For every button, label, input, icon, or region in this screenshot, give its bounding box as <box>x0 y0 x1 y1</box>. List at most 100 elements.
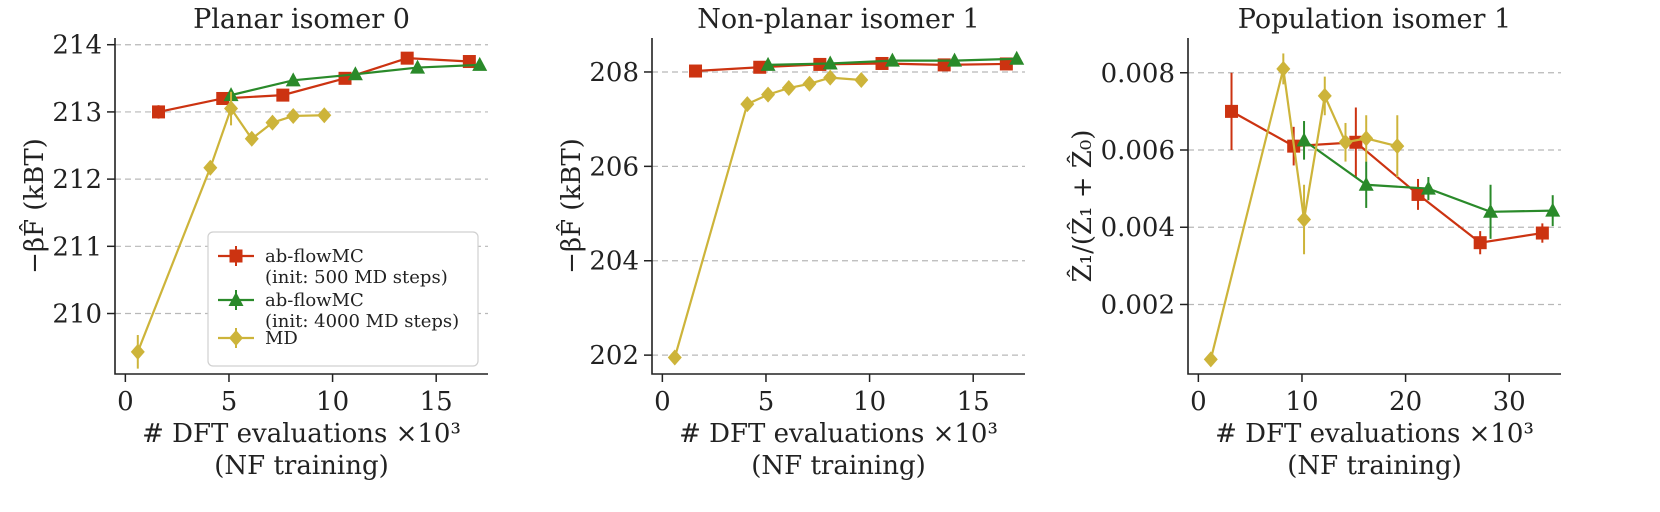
data-point <box>152 105 166 119</box>
data-point <box>1390 138 1405 155</box>
y-tick-label: 204 <box>589 247 639 277</box>
x-tick-label: 20 <box>1389 387 1422 417</box>
legend-label: ab-flowMC <box>265 246 364 267</box>
x-axis-label: # DFT evaluations ×10³ <box>142 419 461 449</box>
series-line <box>1230 110 1543 244</box>
y-tick-label: 0.006 <box>1101 136 1175 166</box>
axes-spine <box>114 38 488 375</box>
y-tick-label: 214 <box>52 31 102 61</box>
data-point <box>781 80 796 97</box>
data-point <box>740 96 755 113</box>
legend-entry-ab-flowmc-4000: ab-flowMC (init: 4000 MD steps) <box>218 290 459 332</box>
data-point <box>947 52 963 67</box>
legend-entry-ab-flowmc-500: ab-flowMC (init: 500 MD steps) <box>218 246 448 288</box>
data-point <box>1338 134 1353 151</box>
axes-spine <box>1187 38 1561 375</box>
y-tick-label: 210 <box>52 300 102 330</box>
data-point <box>265 114 280 131</box>
data-point <box>347 66 363 81</box>
x-tick-label: 0 <box>1190 387 1207 417</box>
x-axis-label: # DFT evaluations ×10³ <box>1215 419 1534 449</box>
data-point <box>1535 226 1549 240</box>
series-line <box>158 57 470 113</box>
y-tick-label: 0.008 <box>1101 59 1175 89</box>
y-tick-label: 206 <box>589 152 639 182</box>
data-point <box>244 130 259 147</box>
y-tick-label: 212 <box>52 165 102 195</box>
axes-spine <box>651 38 1025 375</box>
data-point <box>875 56 889 70</box>
x-tick-label: 5 <box>758 387 775 417</box>
y-axis-label: −βF̂ (kBT) <box>556 138 587 274</box>
y-axis-label: −βF̂ (kBT) <box>19 138 50 274</box>
data-point <box>203 159 218 176</box>
y-axis-label: Ẑ₁/(Ẑ₁ + Ẑ₀) <box>1066 130 1098 283</box>
data-point <box>472 56 488 71</box>
data-point <box>1545 202 1561 217</box>
data-point <box>667 349 682 366</box>
y-tick-label: 211 <box>52 232 102 262</box>
data-point <box>999 57 1013 71</box>
y-tick-label: 213 <box>52 98 102 128</box>
legend-sublabel: (init: 500 MD steps) <box>265 267 448 288</box>
data-point <box>1483 203 1499 218</box>
data-point <box>400 51 414 65</box>
legend: ab-flowMC (init: 500 MD steps) ab-flowMC… <box>207 231 479 367</box>
legend-swatch-marker <box>229 249 243 263</box>
x-tick-label: 30 <box>1493 387 1526 417</box>
x-axis-sublabel: (NF training) <box>214 451 388 481</box>
y-tick-label: 208 <box>589 58 639 88</box>
data-point <box>1359 130 1374 147</box>
panel-planar-isomer-0: Planar isomer 0 −βF̂ (kBT) # DFT evaluat… <box>19 4 488 481</box>
x-tick-label: 5 <box>221 387 238 417</box>
legend-swatch-marker <box>229 330 243 346</box>
panel-title: Planar isomer 0 <box>193 4 410 35</box>
series-line <box>673 76 862 358</box>
data-point <box>760 56 776 71</box>
legend-label: MD <box>265 328 298 349</box>
x-tick-label: 0 <box>654 387 671 417</box>
data-point <box>1473 236 1487 250</box>
data-point <box>802 75 817 92</box>
y-tick-label: 0.002 <box>1101 290 1175 320</box>
x-axis-sublabel: (NF training) <box>751 451 925 481</box>
data-point <box>1411 187 1425 201</box>
data-point <box>1296 132 1312 147</box>
plot-area: 202 204 206 208 0 5 10 15 <box>589 38 1025 417</box>
x-tick-label: 10 <box>853 387 886 417</box>
data-point <box>410 59 426 74</box>
x-tick-label: 10 <box>316 387 349 417</box>
data-point <box>823 69 838 86</box>
data-point <box>1203 351 1218 368</box>
x-axis-label: # DFT evaluations ×10³ <box>679 419 998 449</box>
panel-title: Population isomer 1 <box>1238 4 1511 35</box>
panel-population-isomer-1: Population isomer 1 Ẑ₁/(Ẑ₁ + Ẑ₀) # DFT e… <box>1066 4 1561 481</box>
x-axis-sublabel: (NF training) <box>1287 451 1461 481</box>
x-tick-label: 10 <box>1285 387 1318 417</box>
x-tick-label: 0 <box>117 387 134 417</box>
y-tick-label: 0.004 <box>1101 213 1175 243</box>
data-point <box>689 64 703 78</box>
data-point <box>224 100 239 117</box>
panel-non-planar-isomer-1: Non-planar isomer 1 −βF̂ (kBT) # DFT eva… <box>556 4 1025 481</box>
data-point <box>1276 60 1291 77</box>
legend-entry-md: MD <box>218 328 298 349</box>
data-point <box>286 107 301 124</box>
x-tick-label: 15 <box>420 387 453 417</box>
data-point <box>761 86 776 103</box>
legend-box <box>207 231 479 367</box>
x-tick-label: 15 <box>957 387 990 417</box>
data-point <box>276 88 290 102</box>
data-point <box>1420 180 1436 195</box>
data-point <box>884 52 900 67</box>
y-tick-label: 202 <box>589 341 639 371</box>
plot-area: 0.002 0.004 0.006 0.008 0 10 20 30 <box>1101 38 1561 417</box>
data-point <box>1358 176 1374 191</box>
legend-label: ab-flowMC <box>265 290 364 311</box>
data-point <box>317 107 332 124</box>
data-point <box>1317 87 1332 104</box>
data-point <box>1009 50 1025 65</box>
data-point <box>130 343 145 360</box>
data-point <box>854 72 869 88</box>
